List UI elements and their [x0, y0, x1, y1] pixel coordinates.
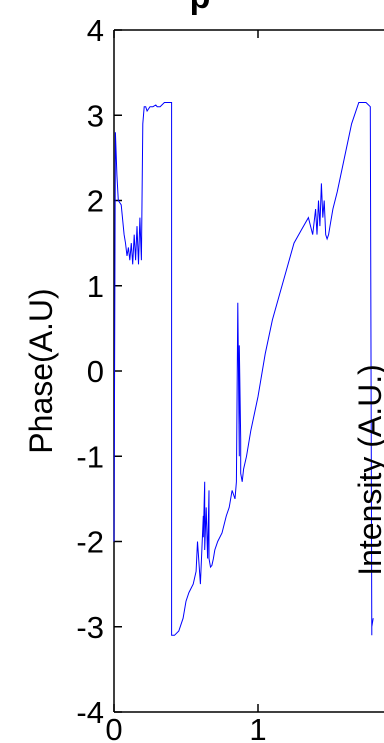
chart-title: p: [190, 0, 211, 16]
intensity-axis-label: Intensity (A.U.): [352, 364, 384, 576]
y-tick-label: 3: [87, 98, 104, 133]
x-tick-label: 0: [105, 712, 122, 743]
y-axis-label: Phase(A.U): [23, 288, 59, 453]
y-tick-label: 4: [87, 13, 104, 48]
x-tick-label: 1: [249, 712, 266, 743]
y-ticks: 4 3 2 1 0 -1 -2 -3 -4: [76, 13, 122, 730]
plot-frame: [113, 29, 384, 713]
y-tick-label: -2: [76, 525, 104, 560]
phase-series-line: [113, 102, 374, 636]
y-tick-label: -1: [76, 439, 104, 474]
y-tick-label: 2: [87, 184, 104, 219]
y-tick-label: 1: [87, 269, 104, 304]
y-tick-label: -3: [76, 610, 104, 645]
y-tick-label: -4: [76, 695, 104, 730]
series-layer: [113, 102, 374, 636]
y-tick-label: 0: [87, 354, 104, 389]
